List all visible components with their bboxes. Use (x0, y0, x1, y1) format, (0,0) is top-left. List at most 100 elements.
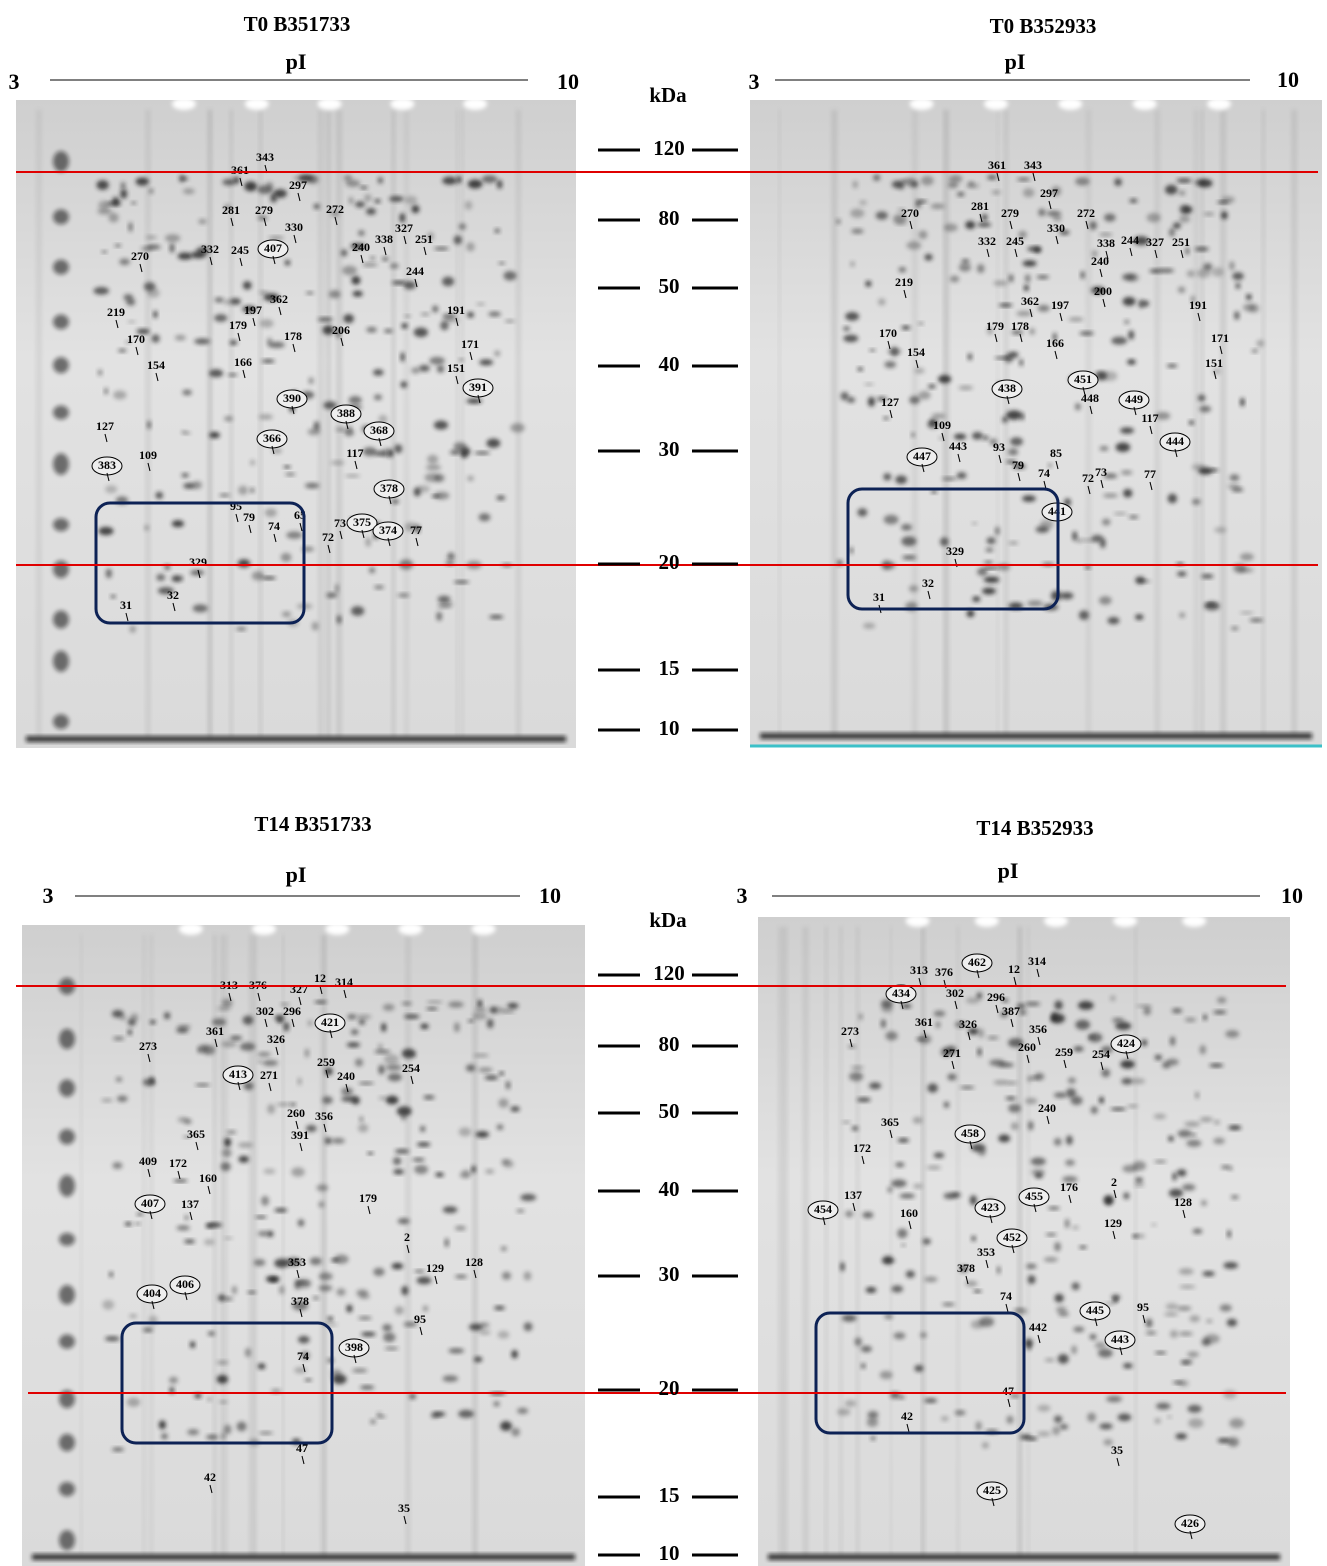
gel-spot (297, 1077, 302, 1086)
gel-spot (1169, 1036, 1176, 1046)
gel-spot (286, 531, 303, 539)
spot-arrow (1189, 1530, 1193, 1540)
spot-arrow (423, 246, 427, 256)
spot-label: 176 (1060, 1180, 1078, 1194)
gel-spot (1104, 1196, 1113, 1205)
gel-spot (98, 200, 110, 209)
gel-spot (946, 1045, 957, 1055)
gel-spot (865, 280, 872, 287)
gel-spot (164, 234, 181, 243)
gel-spot (1214, 1120, 1220, 1125)
gel-spot (1100, 1045, 1113, 1054)
gel-spot (286, 1257, 301, 1267)
spot-arrow (189, 1211, 193, 1221)
gel-spot (467, 475, 474, 482)
gel-spot (926, 1165, 942, 1170)
gel-spot (1103, 473, 1118, 479)
gel-spot (387, 1073, 402, 1082)
gel-spot (194, 338, 211, 345)
gel-spot (1178, 1268, 1194, 1275)
gel-image (16, 100, 576, 748)
spot-label: 191 (447, 303, 465, 317)
gel-spot (427, 232, 434, 241)
gel-spot (905, 1270, 915, 1278)
gel-spot (209, 369, 224, 378)
spot-label: 424 (1117, 1036, 1135, 1050)
gel-spot (918, 230, 928, 240)
spot-arrow (965, 1275, 969, 1285)
gel-spot (852, 180, 859, 189)
gel-spot (226, 1130, 237, 1135)
gel-spot (1099, 1423, 1113, 1430)
gel-spot (396, 1106, 412, 1117)
gel-spot (280, 1002, 290, 1006)
gel-spot (98, 526, 114, 536)
gel-spot (332, 1374, 347, 1385)
gel-spot (909, 395, 921, 405)
gel-spot (453, 442, 467, 452)
spot-label: 378 (957, 1261, 975, 1275)
spot-label: 398 (345, 1340, 363, 1354)
gel-spot (364, 194, 372, 202)
gel-spot (1179, 612, 1186, 619)
spot-arrow (273, 533, 277, 543)
gel-spot (1142, 300, 1150, 307)
gel-spot (1017, 177, 1031, 182)
gel-spot (1027, 1075, 1033, 1083)
gel-streak (455, 110, 459, 738)
gel-spot (400, 381, 408, 389)
gel-spot (1231, 487, 1244, 493)
gel-spot (511, 1427, 520, 1437)
spot-arrow (264, 1018, 268, 1028)
gel-spot (977, 222, 992, 227)
gel-spot (448, 1348, 465, 1354)
pi-label: pI (286, 862, 307, 887)
spot-arrow (889, 1129, 893, 1139)
gel-spot (1008, 274, 1014, 283)
marker-band (53, 209, 69, 225)
gel-spot (432, 305, 439, 313)
well (317, 98, 342, 110)
gel-spot (437, 595, 451, 603)
gel-streak (208, 110, 212, 738)
spot-arrow (923, 1029, 927, 1039)
gel-spot (401, 1285, 409, 1296)
gel-spot (473, 1356, 483, 1363)
gel-spot (125, 340, 131, 344)
spot-arrow (434, 1275, 438, 1285)
gel-spot (184, 1118, 192, 1125)
spot-label: 179 (359, 1191, 377, 1205)
gel-spot (394, 1306, 404, 1315)
gel-spot (224, 1137, 232, 1148)
gel-streak (336, 110, 342, 738)
spot-label: 438 (998, 381, 1016, 395)
gel-spot (105, 568, 112, 579)
gel-spot (334, 583, 340, 594)
gel-spot (1120, 1059, 1135, 1069)
spot-arrow (239, 257, 243, 267)
spot-label: 259 (317, 1055, 335, 1069)
spot-label: 356 (315, 1109, 333, 1123)
gel-spot (420, 312, 430, 316)
gel-spot (1197, 394, 1206, 402)
dye-front (32, 1554, 575, 1560)
spot-label: 458 (961, 1126, 979, 1140)
gel-spot (870, 1435, 876, 1441)
gel-spot (1122, 296, 1136, 306)
spot-label: 73 (1095, 465, 1107, 479)
gel-spot (999, 303, 1013, 308)
gel-spot (1103, 1438, 1113, 1446)
gel-streak (996, 110, 999, 735)
spot-arrow (1213, 370, 1217, 380)
gel-spot (849, 1071, 864, 1082)
spot-arrow (207, 1185, 211, 1195)
spot-arrow (345, 420, 349, 430)
gel-spot (142, 1078, 156, 1087)
gel-spot (131, 201, 137, 205)
spot-arrow (149, 1210, 153, 1220)
gel-spot (494, 228, 501, 234)
spot-label: 166 (1046, 336, 1064, 350)
gel-spot (1165, 184, 1178, 195)
spot-label: 219 (107, 305, 125, 319)
gel-spot (366, 326, 377, 333)
